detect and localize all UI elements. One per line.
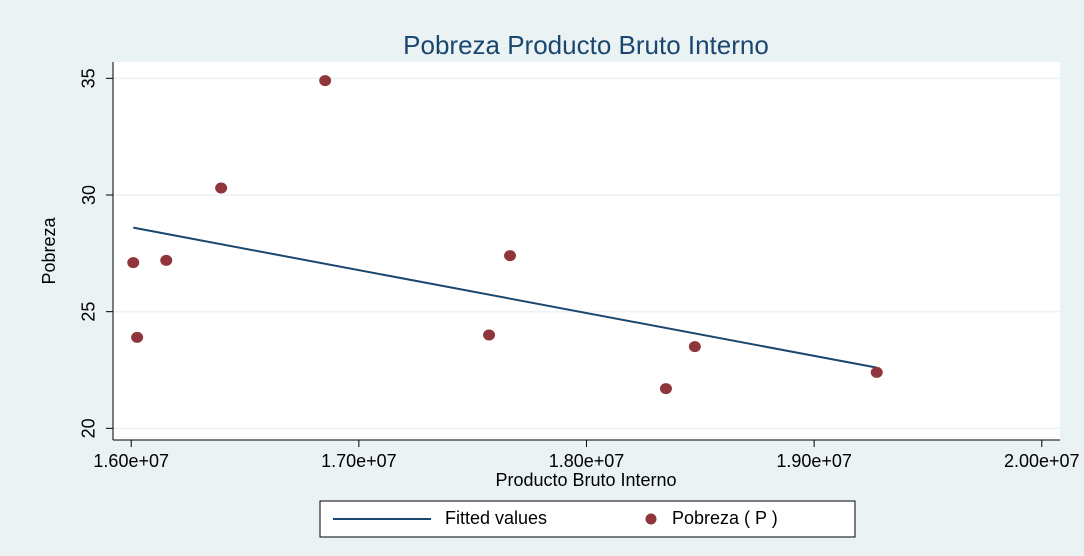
plot-area xyxy=(113,62,1060,440)
point xyxy=(127,257,140,269)
point xyxy=(504,250,517,262)
point xyxy=(319,75,332,87)
x-tick-label: 2.00e+07 xyxy=(1004,451,1080,471)
y-axis-label: Pobreza xyxy=(39,216,59,284)
point xyxy=(215,182,228,194)
point xyxy=(160,254,173,266)
y-tick-label: 20 xyxy=(79,418,99,438)
y-tick-label: 35 xyxy=(79,68,99,88)
x-tick-label: 1.90e+07 xyxy=(776,451,852,471)
y-tick-label: 25 xyxy=(79,302,99,322)
legend-label: Pobreza ( P ) xyxy=(672,508,778,528)
point xyxy=(870,366,883,378)
point xyxy=(659,383,672,395)
point xyxy=(131,331,144,343)
point xyxy=(688,341,701,353)
point xyxy=(483,329,496,341)
fitted-line xyxy=(133,226,877,369)
y-tick-label: 30 xyxy=(79,185,99,205)
x-axis-label: Producto Bruto Interno xyxy=(495,470,676,490)
x-tick-label: 1.80e+07 xyxy=(549,451,625,471)
legend-label: Fitted values xyxy=(445,508,547,528)
x-tick-label: 1.70e+07 xyxy=(321,451,397,471)
x-tick-label: 1.60e+07 xyxy=(93,451,169,471)
legend-swatch xyxy=(645,513,657,525)
chart-title: Pobreza Producto Bruto Interno xyxy=(403,30,769,60)
